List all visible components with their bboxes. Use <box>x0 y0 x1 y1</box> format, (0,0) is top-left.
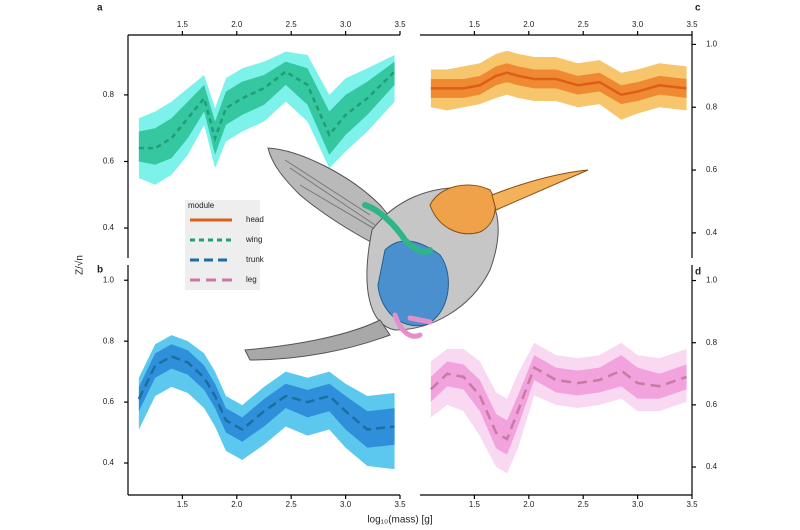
mean-line <box>430 71 687 96</box>
x-tick-label: 1.5 <box>177 500 189 509</box>
y-axis-title: Z/√n <box>74 255 86 275</box>
legend-label: head <box>246 215 264 224</box>
x-tick-label: 1.5 <box>469 500 481 509</box>
x-tick-label: 3.0 <box>340 500 352 509</box>
y-tick-label: 0.4 <box>103 223 115 232</box>
x-tick-label: 2.5 <box>578 20 590 29</box>
y-tick-label: 0.4 <box>103 458 115 467</box>
inner-band <box>138 61 395 165</box>
legend-title: module <box>188 201 215 210</box>
y-tick-label: 0.6 <box>103 157 115 166</box>
panel: 0.4 0.6 0.8 1.0 1.5 2.0 2.5 3.0 3.5 d <box>420 265 718 509</box>
inner-band <box>138 344 395 448</box>
panel-label: a <box>97 3 103 14</box>
y-tick-label: 0.8 <box>103 90 115 99</box>
x-tick-label: 3.0 <box>632 500 644 509</box>
x-tick-label: 2.5 <box>578 500 590 509</box>
panel-label: c <box>695 3 701 14</box>
panel-label: b <box>97 265 103 276</box>
x-tick-label: 3.0 <box>340 20 352 29</box>
x-tick-label: 2.5 <box>286 500 298 509</box>
wing-skeleton <box>362 202 433 255</box>
legend-label: leg <box>246 275 257 284</box>
mean-line <box>137 355 395 432</box>
panel: 0.4 0.6 0.8 1.5 2.0 2.5 3.0 3.5 a <box>97 3 406 258</box>
y-tick-label: 0.8 <box>706 102 718 111</box>
x-tick-label: 1.5 <box>177 20 189 29</box>
trunk-skeleton <box>377 240 449 327</box>
y-tick-label: 0.8 <box>103 336 115 345</box>
y-tick-label: 0.4 <box>706 462 718 471</box>
y-tick-label: 0.8 <box>706 338 718 347</box>
leg-skeleton <box>392 312 433 339</box>
x-axis-title: log₁₀(mass) [g] <box>367 515 433 526</box>
plots: 0.4 0.6 0.8 1.5 2.0 2.5 3.0 3.5 a 0.4 0.6 0.8 1.0 1.5… <box>97 3 718 509</box>
y-tick-label: 0.6 <box>706 400 718 409</box>
x-tick-label: 3.5 <box>394 20 406 29</box>
x-tick-label: 1.5 <box>469 20 481 29</box>
y-tick-label: 0.6 <box>706 165 718 174</box>
panel-label: d <box>695 267 701 278</box>
y-tick-label: 1.0 <box>706 276 718 285</box>
y-tick-label: 1.0 <box>706 40 718 49</box>
legend-label: trunk <box>246 255 265 264</box>
head-skull <box>429 184 496 235</box>
x-tick-label: 3.0 <box>632 20 644 29</box>
x-tick-label: 3.5 <box>686 500 698 509</box>
x-tick-label: 3.5 <box>686 20 698 29</box>
mean-line <box>138 70 396 150</box>
x-tick-label: 2.0 <box>523 20 535 29</box>
mean-line <box>430 365 687 441</box>
beak <box>491 169 589 211</box>
x-tick-label: 2.0 <box>523 500 535 509</box>
x-tick-label: 2.0 <box>231 20 243 29</box>
x-tick-label: 2.0 <box>231 500 243 509</box>
hummingbird-illustration <box>244 147 589 361</box>
legend: head wing trunk leg <box>185 200 265 290</box>
panel: 0.4 0.6 0.8 1.0 1.5 2.0 2.5 3.0 3.5 c <box>420 3 718 258</box>
legend-label: wing <box>245 235 262 244</box>
y-tick-label: 1.0 <box>103 275 115 284</box>
y-tick-label: 0.4 <box>706 228 718 237</box>
x-tick-label: 3.5 <box>394 500 406 509</box>
tail <box>244 319 391 361</box>
panel: 0.4 0.6 0.8 1.0 1.5 2.0 2.5 3.0 3.5 b <box>97 265 406 509</box>
feather-lines <box>284 159 386 236</box>
legend-box <box>185 200 260 290</box>
y-tick-label: 0.6 <box>103 397 115 406</box>
x-tick-label: 2.5 <box>286 20 298 29</box>
